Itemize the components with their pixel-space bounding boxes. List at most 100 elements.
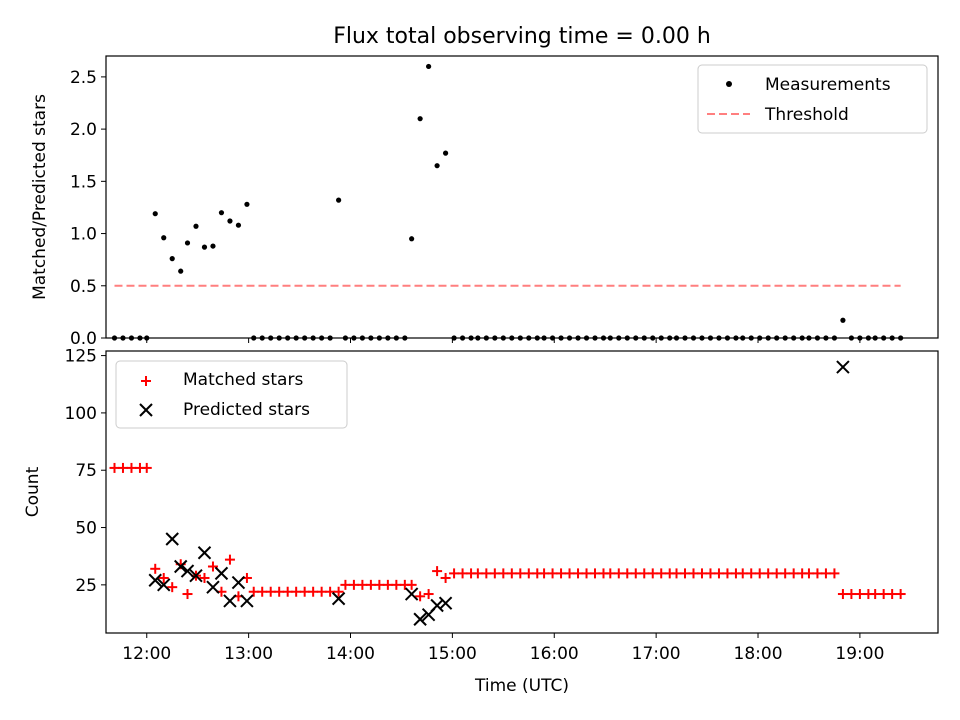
predicted-star-point	[189, 568, 203, 583]
matched-star-point	[498, 568, 509, 579]
matched-star-point	[141, 462, 152, 473]
top-y-tick-label: 2.0	[70, 120, 97, 140]
predicted-star-point	[148, 573, 162, 587]
bottom-y-tick-label: 125	[65, 347, 97, 367]
bottom-legend: Matched stars Predicted stars	[115, 360, 348, 429]
matched-star-point	[656, 568, 667, 579]
matched-star-point	[382, 579, 393, 590]
matched-star-point	[671, 568, 682, 579]
measurement-point	[442, 150, 449, 156]
top-legend-box	[697, 64, 928, 134]
matched-star-point	[556, 568, 567, 579]
predicted-star-point	[165, 532, 179, 546]
predicted-star-point	[157, 578, 171, 592]
matched-star-point	[630, 568, 641, 579]
matched-star-point	[432, 566, 443, 577]
measurement-point	[152, 211, 158, 217]
matched-star-point	[406, 579, 417, 590]
matched-star-point	[316, 586, 327, 597]
matched-star-point	[639, 568, 650, 579]
matched-star-point	[109, 462, 120, 473]
matched-star-point	[199, 572, 210, 583]
top-y-axis-label: Matched/Predicted stars	[30, 94, 50, 300]
x-tick-label: 18:00	[734, 644, 783, 664]
predicted-star-point	[240, 594, 254, 608]
bottom-plot-frame	[105, 350, 939, 634]
bottom-legend-box	[115, 360, 348, 429]
bottom-y-tick-label: 75	[75, 461, 97, 481]
measurement-point	[193, 223, 199, 229]
matched-star-point	[696, 568, 707, 579]
matched-star-point	[547, 568, 558, 579]
matched-star-point	[746, 568, 757, 579]
predicted-star-point	[413, 612, 427, 626]
predicted-star-point	[231, 575, 246, 590]
matched-star-point	[449, 568, 460, 579]
counts-layer	[109, 360, 906, 626]
predicted-star-point	[438, 596, 453, 610]
matched-star-point	[224, 554, 235, 565]
predicted-star-point	[430, 598, 444, 613]
matched-star-point	[167, 582, 178, 593]
x-axis-label: Time (UTC)	[474, 676, 569, 696]
x-tick-label: 15:00	[428, 644, 477, 664]
measurement-point	[244, 201, 250, 207]
legend-predicted-marker	[139, 403, 153, 417]
measurement-point	[161, 235, 167, 241]
matched-star-point	[340, 579, 351, 590]
matched-star-point	[895, 589, 906, 600]
matched-star-point	[282, 586, 293, 597]
x-tick-label: 14:00	[326, 644, 375, 664]
top-y-tick-label: 1.0	[70, 225, 97, 245]
matched-star-point	[737, 568, 748, 579]
matched-star-point	[207, 561, 218, 572]
bottom-panel: 12:00 13:00 14:00 15:00 16:00 17:00 18:00 19:00…	[23, 347, 939, 696]
matched-star-point	[705, 568, 716, 579]
matched-star-point	[457, 568, 468, 579]
matched-star-point	[391, 579, 402, 590]
matched-star-point	[539, 568, 550, 579]
x-tick-label: 16:00	[530, 644, 579, 664]
bottom-y-axis: 25 50 75 100 125	[65, 347, 106, 596]
predicted-star-point	[197, 546, 212, 560]
top-panel: 0.0 0.5 1.0 1.5 2.0 2.5 Matched/Predicted sta…	[30, 55, 939, 349]
matched-star-point	[274, 586, 285, 597]
predicted-star-point	[331, 591, 346, 606]
measurement-point	[184, 240, 191, 246]
matched-star-point	[299, 586, 310, 597]
bottom-y-tick-label: 50	[75, 519, 97, 539]
legend-matched-label: Matched stars	[183, 370, 303, 390]
top-y-axis: 0.0 0.5 1.0 1.5 2.0 2.5	[70, 68, 106, 349]
measurement-point	[409, 236, 415, 242]
matched-star-point	[763, 568, 774, 579]
chart-title: Flux total observing time = 0.00 h	[333, 24, 711, 49]
matched-star-point	[590, 568, 601, 579]
matched-star-point	[713, 568, 724, 579]
predicted-star-point	[180, 564, 195, 578]
matched-star-point	[126, 462, 137, 473]
matched-star-point	[158, 572, 169, 583]
matched-star-point	[515, 568, 526, 579]
matched-star-point	[182, 589, 193, 600]
matched-star-point	[257, 586, 268, 597]
matched-star-point	[647, 568, 658, 579]
matched-star-point	[812, 568, 823, 579]
bottom-y-tick-label: 25	[75, 576, 97, 596]
measurement-point	[227, 218, 233, 224]
matched-star-point	[348, 579, 359, 590]
bottom-y-tick-label: 100	[65, 404, 97, 424]
top-y-tick-label: 0.5	[70, 277, 97, 297]
predicted-star-point	[174, 559, 188, 574]
measurement-point	[210, 243, 216, 249]
matched-star-point	[117, 462, 128, 473]
matched-star-point	[722, 568, 733, 579]
matched-star-point	[265, 586, 276, 597]
matched-star-point	[472, 568, 483, 579]
matched-star-point	[333, 586, 344, 597]
predicted-star-point	[223, 594, 237, 608]
matched-star-point	[820, 568, 831, 579]
matched-star-point	[605, 568, 616, 579]
matched-star-point	[788, 568, 799, 579]
matched-star-point	[688, 568, 699, 579]
